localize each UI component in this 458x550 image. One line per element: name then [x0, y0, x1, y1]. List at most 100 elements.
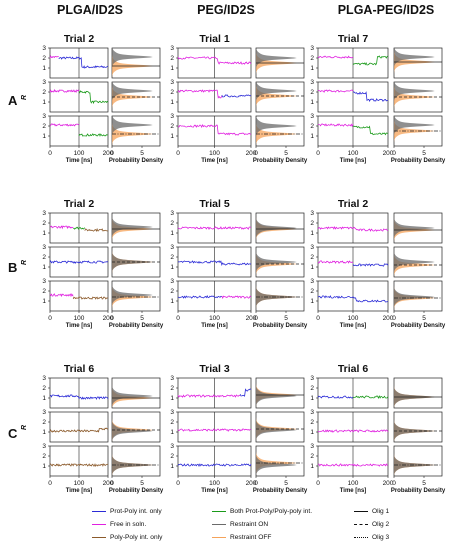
density-restraint-on [256, 378, 297, 408]
rg-trace [221, 94, 252, 98]
y-tick-label: 1 [170, 429, 174, 436]
density-restraint-off [112, 412, 153, 442]
rg-trace [177, 124, 252, 136]
x-tick-label: 0 [176, 480, 180, 487]
y-tick-label: 1 [42, 99, 46, 106]
y-tick-label: 1 [310, 99, 314, 106]
y-axis-label: R [21, 95, 28, 100]
rg-trace [317, 295, 389, 303]
x-tick-label: 200 [383, 150, 394, 157]
panel-group: Trial 2 R 1 2 3 1 2 3 1 2 3 0 100 200 Time [ns] 0 5Proba… [21, 198, 164, 329]
rg-trace [58, 56, 109, 69]
rg-trace [177, 295, 222, 299]
y-tick-label: 3 [170, 45, 174, 52]
y-tick-label: 1 [42, 264, 46, 271]
density-restraint-on [394, 446, 435, 476]
density-panel-frame [393, 445, 443, 477]
y-tick-label: 2 [310, 254, 314, 261]
rg-trace [317, 55, 354, 59]
y-tick-label: 2 [310, 288, 314, 295]
panel-group: Trial 2 1 2 3 1 2 3 1 2 3 0 100 200 Time [ns] 0 5Probab… [310, 198, 445, 329]
y-tick-label: 3 [310, 375, 314, 382]
x-tick-label: 0 [110, 315, 114, 322]
density-axis-label: Probability Density [109, 488, 164, 494]
density-restraint-off [256, 378, 297, 408]
density-restraint-off [256, 446, 297, 476]
density-restraint-off [394, 412, 435, 442]
x-tick-label: 100 [209, 150, 220, 157]
x-tick-label: 0 [110, 150, 114, 157]
x-tick-label: 100 [209, 480, 220, 487]
legend-label: Free in soln. [110, 521, 147, 528]
panel-group: Trial 6 1 2 3 1 2 3 1 2 3 0 100 200 Time [ns] 0 5Probab… [310, 363, 445, 494]
y-tick-label: 2 [170, 288, 174, 295]
y-tick-label: 1 [170, 133, 174, 140]
y-tick-label: 1 [170, 65, 174, 72]
density-restraint-on [394, 82, 435, 112]
density-restraint-on [394, 48, 435, 78]
y-tick-label: 3 [170, 210, 174, 217]
legend-label: Restraint ON [230, 521, 269, 528]
x-tick-label: 0 [392, 480, 396, 487]
y-tick-label: 3 [42, 278, 46, 285]
rg-trace [177, 226, 252, 230]
density-restraint-on [394, 281, 435, 311]
density-restraint-on [256, 82, 297, 112]
panel-group: Trial 3 1 2 3 1 2 3 1 2 3 0 100 200 Time [ns] 0 5Probab… [170, 363, 307, 494]
x-tick-label: 0 [48, 315, 52, 322]
x-tick-label: 100 [74, 480, 85, 487]
legend-item: Restraint ON [212, 521, 268, 528]
y-tick-label: 1 [310, 264, 314, 271]
legend-item: Olig 1 [354, 508, 389, 515]
y-tick-label: 2 [310, 89, 314, 96]
rg-trace [352, 395, 389, 399]
legend-label: Both Prot-Poly/Poly-poly int. [230, 508, 313, 515]
rg-trace [49, 293, 74, 298]
y-tick-label: 3 [310, 409, 314, 416]
x-tick-label: 0 [176, 315, 180, 322]
y-tick-label: 3 [170, 278, 174, 285]
x-tick-label: 100 [348, 315, 359, 322]
y-tick-label: 3 [42, 79, 46, 86]
x-tick-label: 0 [392, 315, 396, 322]
row-label: A [8, 93, 18, 108]
time-axis-label: Time [ns] [201, 488, 228, 494]
rg-trace [84, 227, 109, 232]
legend-label: Restraint OFF [230, 534, 272, 541]
density-restraint-off [394, 378, 435, 408]
column-header: PLGA-PEG/ID2S [338, 3, 435, 17]
y-tick-label: 2 [310, 419, 314, 426]
time-axis-label: Time [ns] [66, 323, 93, 329]
y-tick-label: 3 [170, 244, 174, 251]
y-tick-label: 1 [310, 429, 314, 436]
x-tick-label: 100 [348, 150, 359, 157]
row-label: C [8, 426, 18, 441]
panel-group: Trial 6 R 1 2 3 1 2 3 1 2 3 0 100 200 Time [ns] 0 5Proba… [21, 363, 164, 494]
trial-title: Trial 2 [64, 198, 95, 210]
y-tick-label: 3 [42, 375, 46, 382]
figure-canvas: PLGA/ID2S PEG/ID2S PLGA-PEG/ID2S A B C Trial 2… [8, 3, 446, 494]
legend-swatch [354, 524, 368, 525]
y-tick-label: 2 [310, 123, 314, 130]
legend-item: Olig 3 [354, 534, 389, 541]
y-tick-label: 3 [170, 409, 174, 416]
x-tick-label: 5 [422, 315, 426, 322]
rg-trace [239, 388, 252, 397]
time-axis-label: Time [ns] [340, 488, 367, 494]
rg-trace [317, 260, 354, 264]
legend-item: Free in soln. [92, 521, 146, 528]
y-tick-label: 2 [170, 55, 174, 62]
x-tick-label: 0 [48, 480, 52, 487]
y-tick-label: 1 [42, 298, 46, 305]
x-tick-label: 100 [74, 150, 85, 157]
density-restraint-off [112, 446, 153, 476]
y-tick-label: 1 [42, 395, 46, 402]
y-tick-label: 1 [42, 429, 46, 436]
legend-swatch [92, 524, 106, 525]
x-tick-label: 0 [316, 480, 320, 487]
x-tick-label: 0 [316, 315, 320, 322]
legend-label: Poly-Poly int. only [110, 534, 163, 541]
legend-swatch [354, 537, 368, 538]
density-restraint-on [256, 213, 297, 243]
density-restraint-on [394, 247, 435, 277]
